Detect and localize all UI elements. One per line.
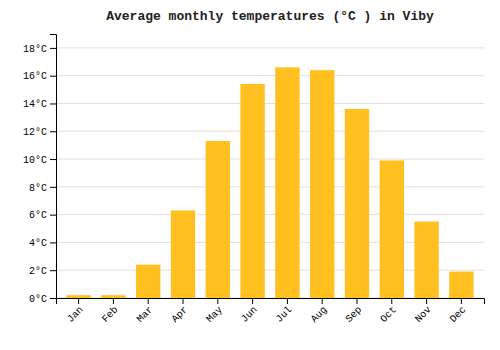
y-tick: 8°C bbox=[29, 183, 56, 194]
y-tick-mark bbox=[50, 187, 56, 188]
grid-line bbox=[56, 103, 484, 104]
x-tick-mark bbox=[252, 298, 253, 304]
x-tick: Jun bbox=[239, 298, 260, 325]
x-tick: Nov bbox=[413, 298, 434, 325]
x-tick-label: Nov bbox=[413, 304, 434, 325]
x-tick-mark bbox=[356, 298, 357, 304]
x-tick: Jul bbox=[274, 298, 295, 325]
y-tick: 14°C bbox=[23, 99, 56, 110]
x-tick-label: Aug bbox=[309, 304, 330, 325]
x-tick-mark bbox=[183, 298, 184, 304]
grid-line bbox=[56, 131, 484, 132]
grid bbox=[56, 48, 484, 298]
y-tick-label: 14°C bbox=[23, 99, 47, 110]
x-tick-mark bbox=[113, 298, 114, 304]
y-tick-label: 10°C bbox=[23, 155, 47, 166]
x-tick: Sep bbox=[344, 298, 365, 325]
grid-line bbox=[56, 47, 484, 48]
y-tick-label: 16°C bbox=[23, 71, 47, 82]
y-tick-mark bbox=[50, 48, 56, 49]
x-axis: Jan Feb Mar Apr May Jun Jul Aug Sep Oct Nov Dec bbox=[57, 298, 485, 325]
grid-line bbox=[56, 75, 484, 76]
bar bbox=[66, 295, 90, 298]
x-tick-mark bbox=[461, 298, 462, 304]
y-tick-mark bbox=[50, 76, 56, 77]
x-tick: Apr bbox=[170, 298, 191, 325]
x-tick-label: Feb bbox=[100, 304, 121, 325]
y-tick: 16°C bbox=[23, 71, 56, 82]
y-tick-mark bbox=[50, 159, 56, 160]
x-tick: Aug bbox=[309, 298, 330, 325]
y-tick-label: 18°C bbox=[23, 44, 47, 55]
x-tick-mark bbox=[391, 298, 392, 304]
bars bbox=[66, 67, 473, 298]
y-tick-mark bbox=[50, 215, 56, 216]
x-tick-label: Mar bbox=[135, 304, 156, 325]
bar bbox=[206, 141, 230, 298]
y-tick: 4°C bbox=[29, 238, 56, 249]
bar bbox=[240, 84, 264, 298]
y-tick-mark bbox=[50, 270, 56, 271]
x-tick: Oct bbox=[378, 298, 399, 325]
x-tick-label: Jan bbox=[65, 304, 86, 325]
x-tick-mark bbox=[217, 298, 218, 304]
y-tick: 6°C bbox=[29, 210, 56, 221]
grid-line bbox=[56, 159, 484, 160]
x-axis-line bbox=[57, 299, 485, 305]
title: Average monthly temperatures (°C ) in Vi… bbox=[106, 9, 434, 24]
y-tick: 18°C bbox=[23, 44, 56, 55]
bar bbox=[380, 160, 404, 298]
y-tick: 0°C bbox=[29, 294, 56, 305]
bar bbox=[136, 265, 160, 298]
y-tick-label: 2°C bbox=[29, 266, 47, 277]
bar bbox=[171, 210, 195, 298]
x-tick-mark bbox=[287, 298, 288, 304]
y-tick-label: 0°C bbox=[29, 294, 47, 305]
x-tick-mark bbox=[148, 298, 149, 304]
bar bbox=[275, 67, 299, 298]
bar bbox=[414, 222, 438, 298]
grid-line bbox=[56, 186, 484, 187]
x-tick-label: May bbox=[204, 304, 225, 325]
y-tick-label: 12°C bbox=[23, 127, 47, 138]
x-tick: May bbox=[204, 298, 225, 325]
y-tick-mark bbox=[50, 131, 56, 132]
bar bbox=[101, 295, 125, 298]
x-tick-label: Jun bbox=[239, 304, 260, 325]
x-tick: Feb bbox=[100, 298, 121, 325]
y-tick: 12°C bbox=[23, 127, 56, 138]
y-tick-mark bbox=[50, 242, 56, 243]
x-tick: Jan bbox=[65, 298, 86, 325]
grid-line bbox=[56, 214, 484, 215]
x-tick-label: Jul bbox=[274, 304, 295, 325]
x-tick: Dec bbox=[448, 298, 469, 325]
x-tick: Mar bbox=[135, 298, 156, 325]
y-axis-line bbox=[50, 35, 57, 299]
y-tick-label: 8°C bbox=[29, 183, 47, 194]
y-axis: 0°C 2°C 4°C 6°C 8°C 10°C 12°C 14°C 16°C 18°C bbox=[23, 35, 57, 305]
y-tick-label: 6°C bbox=[29, 210, 47, 221]
plot: 0°C 2°C 4°C 6°C 8°C 10°C 12°C 14°C 16°C 18°C Jan Fe… bbox=[23, 35, 485, 325]
x-tick-label: Dec bbox=[448, 304, 469, 325]
x-tick-mark bbox=[426, 298, 427, 304]
bar bbox=[345, 109, 369, 298]
x-tick-mark bbox=[78, 298, 79, 304]
y-tick-mark bbox=[50, 103, 56, 104]
y-tick: 10°C bbox=[23, 155, 56, 166]
x-tick-label: Apr bbox=[170, 304, 191, 325]
x-tick-mark bbox=[322, 298, 323, 304]
y-tick-label: 4°C bbox=[29, 238, 47, 249]
y-tick: 2°C bbox=[29, 266, 56, 277]
bar bbox=[449, 272, 473, 298]
bar bbox=[310, 70, 334, 298]
x-tick-label: Oct bbox=[378, 304, 399, 325]
chart: 0°C 2°C 4°C 6°C 8°C 10°C 12°C 14°C 16°C 18°C Jan Fe… bbox=[0, 0, 500, 350]
x-tick-label: Sep bbox=[344, 304, 365, 325]
y-tick-mark bbox=[50, 298, 56, 299]
